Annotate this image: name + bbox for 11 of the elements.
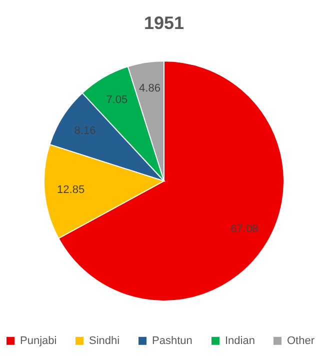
data-label: 4.86 — [139, 82, 160, 94]
data-label: 7.05 — [106, 94, 128, 106]
legend-label: Other — [287, 334, 315, 347]
legend-label: Sindhi — [89, 334, 120, 347]
legend-label: Indian — [225, 334, 255, 347]
data-label: 67.08 — [230, 222, 258, 235]
legend-label: Punjabi — [20, 334, 57, 347]
data-label: 12.85 — [57, 184, 85, 196]
data-label: 8.16 — [74, 124, 96, 137]
legend-label: Pashtun — [152, 334, 192, 347]
chart-title: 1951 — [144, 13, 184, 33]
